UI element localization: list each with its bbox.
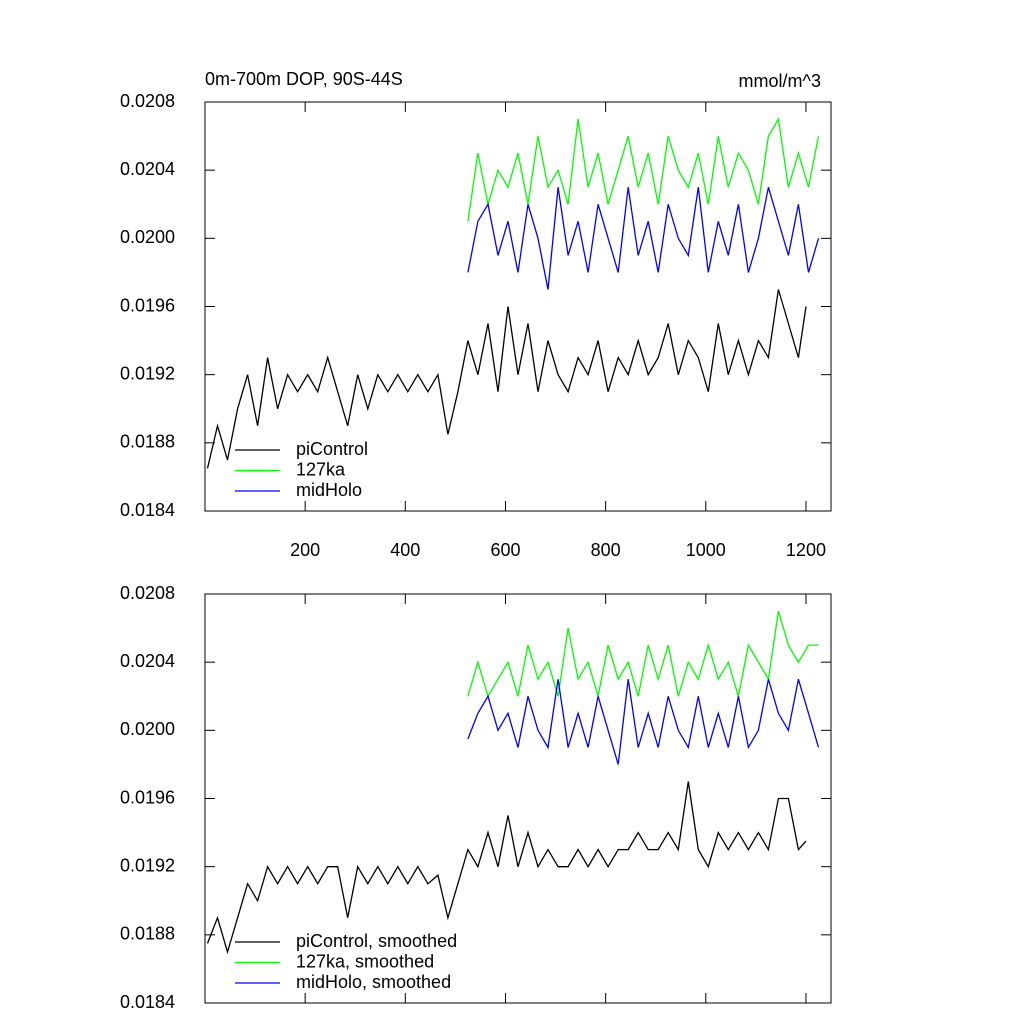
plot-frame (204, 101, 832, 512)
data-line (467, 187, 820, 290)
data-line (467, 610, 819, 698)
units-label: mmol/m^3 (739, 71, 821, 91)
x-tick-label: 400 (390, 540, 420, 560)
data-line (467, 117, 820, 222)
legend-label: 127ka (296, 459, 346, 479)
x-tick-label: 800 (591, 540, 621, 560)
y-tick-label: 0.0208 (120, 583, 175, 603)
y-tick-label: 0.0200 (120, 227, 175, 247)
y-tick-label: 0.0192 (120, 855, 175, 875)
legend-label: midHolo, smoothed (296, 972, 451, 992)
legend-label: 127ka, smoothed (296, 951, 434, 971)
y-tick-label: 0.0184 (120, 500, 175, 520)
x-tick-label: 1000 (686, 540, 726, 560)
y-tick-label: 0.0200 (120, 719, 175, 739)
legend-label: midHolo (296, 480, 362, 500)
legend-label: piControl, smoothed (296, 931, 457, 951)
y-tick-label: 0.0204 (120, 651, 175, 671)
y-tick-label: 0.0196 (120, 787, 175, 807)
data-line (206, 289, 807, 469)
y-tick-label: 0.0188 (120, 432, 175, 452)
data-line (206, 781, 807, 955)
x-tick-label: 1200 (786, 540, 826, 560)
data-line (467, 679, 820, 765)
y-tick-label: 0.0192 (120, 363, 175, 383)
y-tick-label: 0.0204 (120, 159, 175, 179)
x-tick-label: 600 (490, 540, 520, 560)
y-tick-label: 0.0208 (120, 91, 175, 111)
y-tick-label: 0.0188 (120, 924, 175, 944)
y-tick-label: 0.0196 (120, 295, 175, 315)
legend-label: piControl (296, 439, 368, 459)
plot-frame (204, 593, 832, 1004)
y-tick-label: 0.0184 (120, 992, 175, 1012)
x-tick-label: 200 (290, 540, 320, 560)
chart-title: 0m-700m DOP, 90S-44S (205, 69, 403, 89)
